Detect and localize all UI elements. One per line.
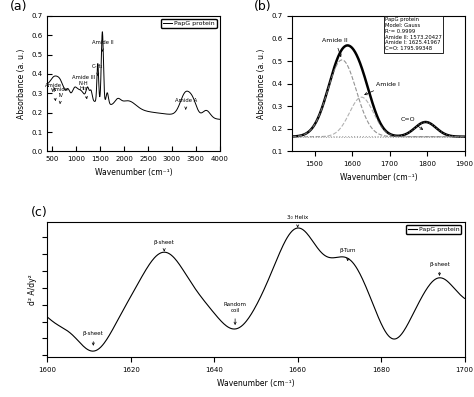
Y-axis label: d² A/dy²: d² A/dy² bbox=[28, 274, 37, 305]
Text: Amide II: Amide II bbox=[322, 38, 348, 56]
X-axis label: Wavenumber (cm⁻¹): Wavenumber (cm⁻¹) bbox=[339, 173, 417, 182]
Text: (b): (b) bbox=[254, 0, 272, 13]
Text: Amide
VI: Amide VI bbox=[45, 83, 62, 100]
Text: β-sheet: β-sheet bbox=[154, 240, 174, 251]
Legend: PapG protein: PapG protein bbox=[406, 225, 461, 234]
Text: PapG protein
Model: Gauss
R²= 0.9999
Amide II: 1573.20427
Amide I: 1625.41967
C=: PapG protein Model: Gauss R²= 0.9999 Ami… bbox=[385, 17, 442, 51]
Y-axis label: Absorbance (a. u.): Absorbance (a. u.) bbox=[256, 48, 265, 119]
Text: Amide I: Amide I bbox=[365, 82, 401, 95]
Text: 3₀ Helix: 3₀ Helix bbox=[287, 215, 308, 227]
Text: (a): (a) bbox=[9, 0, 27, 13]
Text: (c): (c) bbox=[31, 206, 47, 220]
Text: Amide
IV: Amide IV bbox=[52, 87, 69, 104]
Legend: PapG protein: PapG protein bbox=[161, 19, 217, 28]
X-axis label: Wavenumber (cm⁻¹): Wavenumber (cm⁻¹) bbox=[217, 379, 295, 387]
Y-axis label: Absorbance (a. u.): Absorbance (a. u.) bbox=[17, 48, 26, 119]
Text: Amide II: Amide II bbox=[91, 40, 113, 51]
Text: C-H₂: C-H₂ bbox=[92, 64, 103, 75]
Text: β-sheet: β-sheet bbox=[429, 262, 450, 275]
Text: β-Turn: β-Turn bbox=[339, 248, 356, 260]
Text: β-sheet: β-sheet bbox=[83, 331, 104, 345]
Text: Amide A: Amide A bbox=[174, 98, 197, 109]
Text: Amide III
N-H
His: Amide III N-H His bbox=[72, 75, 95, 98]
Text: Random
coil: Random coil bbox=[224, 303, 246, 324]
Text: C=O: C=O bbox=[401, 117, 423, 129]
X-axis label: Wavenumber (cm⁻¹): Wavenumber (cm⁻¹) bbox=[95, 168, 173, 177]
